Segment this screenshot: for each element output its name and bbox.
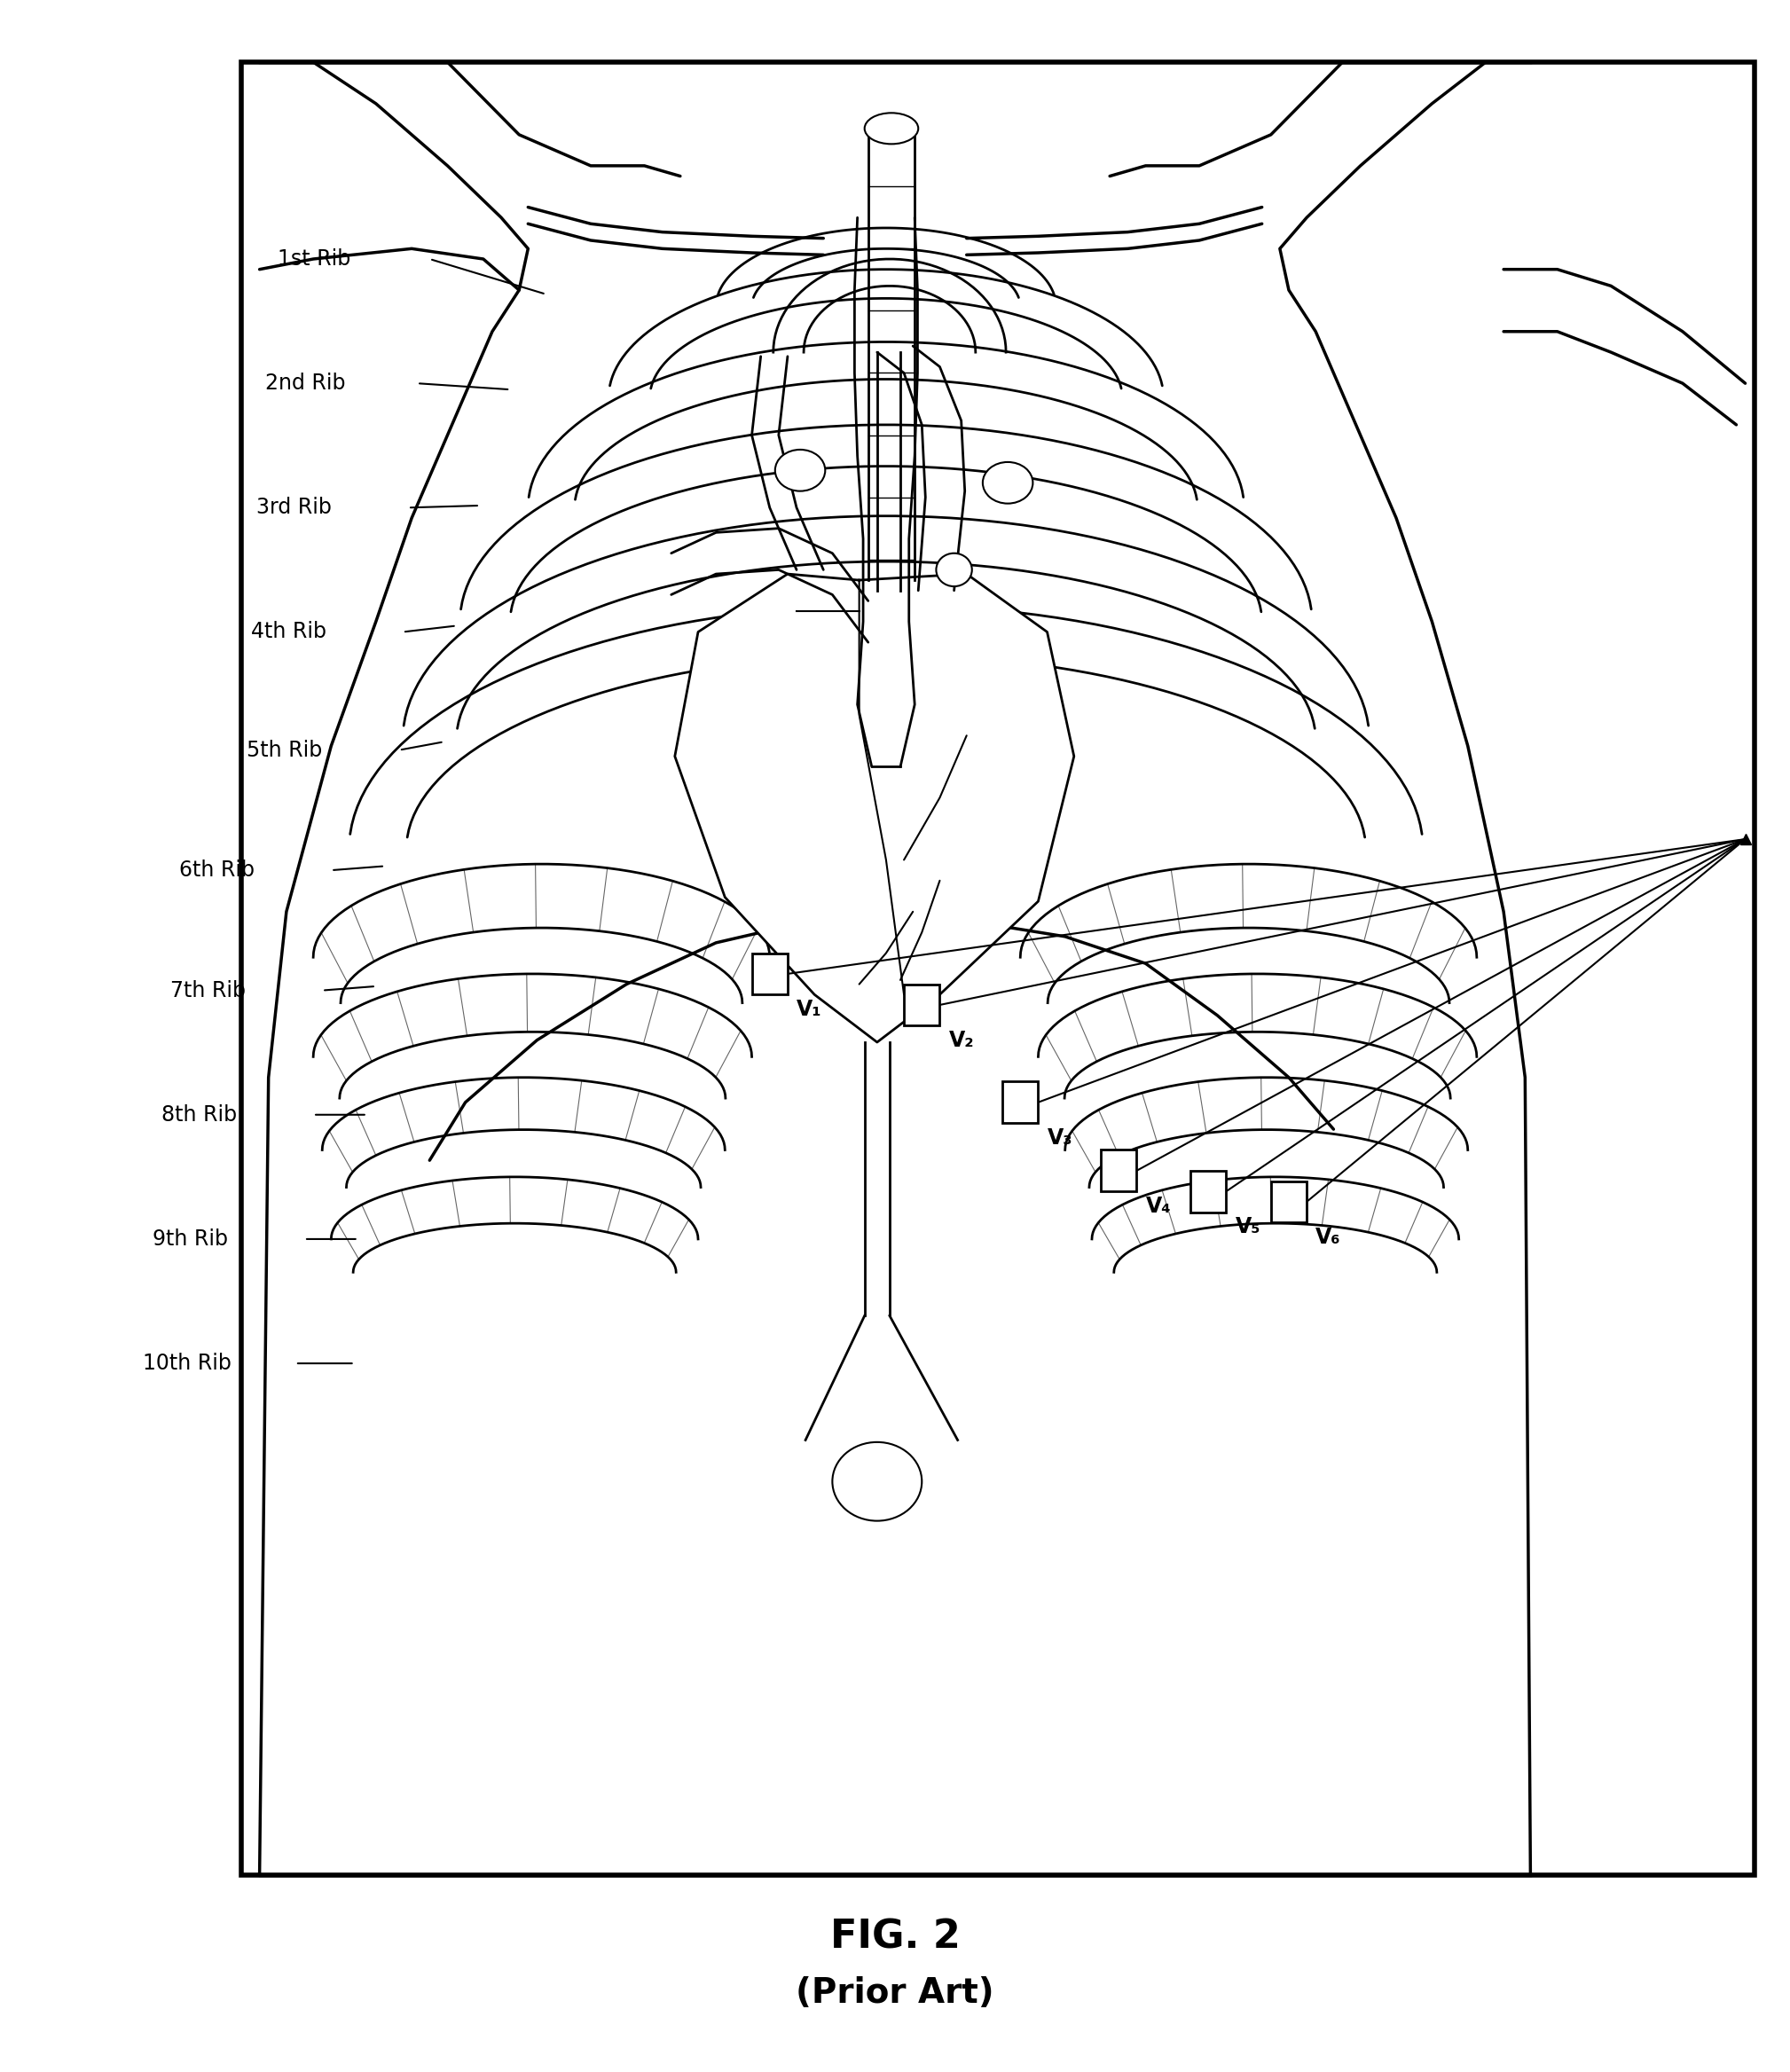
Text: 4th Rib: 4th Rib [251, 622, 326, 642]
Bar [904, 984, 940, 1026]
Bar [1190, 1171, 1226, 1212]
Text: 3rd Rib: 3rd Rib [256, 497, 331, 518]
Text: V₆: V₆ [1316, 1227, 1341, 1247]
Ellipse shape [865, 114, 918, 145]
Text: 2nd Rib: 2nd Rib [265, 373, 345, 394]
Text: V₃: V₃ [1047, 1127, 1072, 1148]
Text: 1st Rib: 1st Rib [277, 249, 351, 269]
Bar [242, 62, 1754, 1875]
Text: (Prior Art): (Prior Art) [797, 1977, 993, 2010]
Text: 10th Rib: 10th Rib [143, 1353, 231, 1374]
Text: 6th Rib: 6th Rib [179, 860, 254, 881]
Polygon shape [675, 574, 1074, 1042]
Ellipse shape [936, 553, 972, 586]
Text: 7th Rib: 7th Rib [170, 980, 245, 1001]
Bar [1002, 1082, 1038, 1123]
Text: V₁: V₁ [797, 999, 822, 1019]
Text: V₅: V₅ [1235, 1216, 1260, 1237]
Text: FIG. 2: FIG. 2 [831, 1919, 959, 1956]
Bar [752, 953, 788, 995]
Ellipse shape [832, 1442, 922, 1521]
Bar [1271, 1181, 1307, 1222]
Text: V₄: V₄ [1146, 1196, 1171, 1216]
Text: 9th Rib: 9th Rib [152, 1229, 227, 1249]
Ellipse shape [983, 462, 1033, 503]
Bar [1101, 1150, 1137, 1191]
Text: V₂: V₂ [949, 1030, 974, 1051]
Text: 8th Rib: 8th Rib [161, 1104, 236, 1125]
Text: 5th Rib: 5th Rib [247, 740, 322, 760]
Ellipse shape [775, 450, 825, 491]
